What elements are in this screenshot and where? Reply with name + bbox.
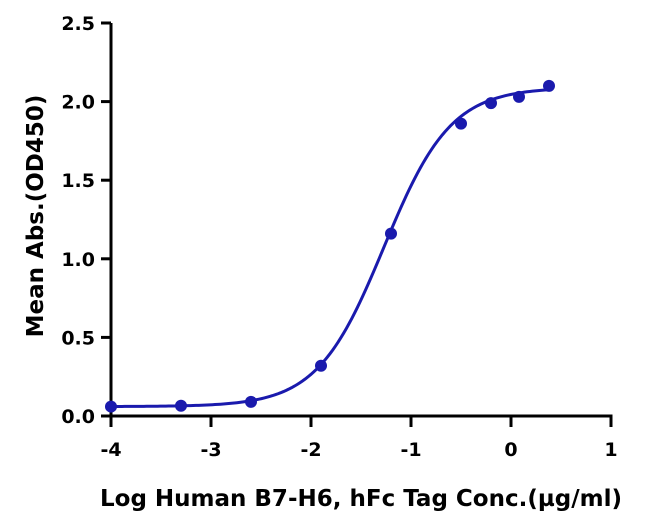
y-tick-label: 2.0 bbox=[61, 92, 95, 114]
y-tick-label: 0.5 bbox=[61, 327, 95, 349]
x-tick-label: -2 bbox=[300, 439, 321, 461]
axes bbox=[109, 23, 613, 418]
x-tick-label: 0 bbox=[504, 439, 517, 461]
y-ticks: 0.0 0.5 1.0 1.5 2.0 2.5 bbox=[61, 13, 111, 428]
data-point bbox=[315, 359, 327, 372]
y-tick-label: 1.5 bbox=[61, 170, 95, 192]
y-axis-title: Mean Abs.(OD450) bbox=[23, 95, 49, 338]
data-point bbox=[485, 97, 497, 110]
data-point bbox=[245, 395, 257, 408]
data-point bbox=[543, 79, 555, 92]
data-point bbox=[175, 399, 187, 412]
x-tick-label: 1 bbox=[604, 439, 617, 461]
x-ticks: -4 -3 -2 -1 0 1 bbox=[100, 416, 618, 461]
x-tick-label: -1 bbox=[400, 439, 421, 461]
x-tick-label: -4 bbox=[100, 439, 121, 461]
data-point bbox=[105, 400, 117, 413]
y-tick-label: 0.0 bbox=[61, 406, 95, 428]
y-tick-label: 2.5 bbox=[61, 13, 95, 35]
series-group bbox=[105, 79, 555, 413]
data-point bbox=[513, 90, 525, 103]
y-tick-label: 1.0 bbox=[61, 249, 95, 271]
data-point bbox=[385, 227, 397, 240]
fit-curve bbox=[110, 88, 550, 408]
x-axis-title: Log Human B7-H6, hFc Tag Conc.(µg/ml) bbox=[100, 486, 622, 512]
x-tick-label: -3 bbox=[200, 439, 221, 461]
data-point bbox=[455, 117, 467, 130]
